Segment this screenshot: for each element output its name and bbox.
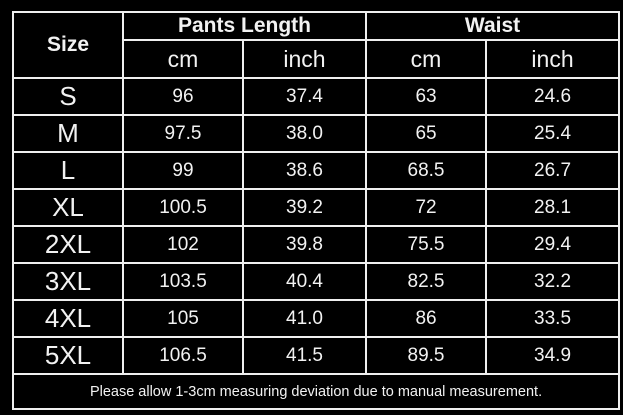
waist-cm-cell: 82.5 <box>365 262 488 301</box>
pants-length-inch-cell: 40.4 <box>241 262 368 301</box>
unit-header-row: cm inch cm inch <box>13 39 621 79</box>
pants-length-cm-cell: 106.5 <box>122 336 244 375</box>
size-cell: 2XL <box>12 225 124 264</box>
table-row: M 97.5 38.0 65 25.4 <box>12 114 621 153</box>
measurement-deviation-note: Please allow 1-3cm measuring deviation d… <box>11 373 621 410</box>
table-row: 3XL 103.5 40.4 82.5 32.2 <box>12 262 621 301</box>
group-header-row: Size Pants Length Waist <box>12 11 621 79</box>
size-chart-table: Size Pants Length Waist cm inch cm inch … <box>11 11 621 410</box>
size-cell: S <box>12 77 124 116</box>
waist-inch-cell: 29.4 <box>485 225 621 264</box>
waist-cm-cell: 75.5 <box>365 225 488 264</box>
pants-length-cm-cell: 96 <box>122 77 244 116</box>
footer-row: Please allow 1-3cm measuring deviation d… <box>11 373 621 410</box>
waist-inch-cell: 34.9 <box>485 336 621 375</box>
waist-cm-header: cm <box>365 39 488 79</box>
pants-length-inch-header: inch <box>241 39 368 79</box>
waist-cm-cell: 72 <box>365 188 488 227</box>
size-column-header: Size <box>12 11 124 79</box>
pants-length-cm-cell: 97.5 <box>122 114 244 153</box>
table-row: 4XL 105 41.0 86 33.5 <box>12 299 621 338</box>
table-row: 2XL 102 39.8 75.5 29.4 <box>12 225 621 264</box>
waist-group-header: Waist <box>365 11 621 41</box>
pants-length-group-header: Pants Length <box>121 11 368 41</box>
table-row: L 99 38.6 68.5 26.7 <box>12 151 621 190</box>
pants-length-inch-cell: 37.4 <box>241 77 368 116</box>
waist-inch-header: inch <box>485 39 621 79</box>
table-row: 5XL 106.5 41.5 89.5 34.9 <box>12 336 621 375</box>
waist-inch-cell: 33.5 <box>485 299 621 338</box>
pants-length-inch-cell: 41.5 <box>241 336 368 375</box>
pants-length-inch-cell: 39.8 <box>241 225 368 264</box>
pants-length-cm-cell: 105 <box>122 299 244 338</box>
waist-inch-cell: 28.1 <box>485 188 621 227</box>
size-cell: XL <box>12 188 124 227</box>
size-cell: L <box>12 151 124 190</box>
size-cell: 5XL <box>12 336 124 375</box>
waist-cm-cell: 65 <box>365 114 488 153</box>
waist-inch-cell: 24.6 <box>485 77 621 116</box>
size-cell: 3XL <box>12 262 124 301</box>
pants-length-cm-cell: 102 <box>122 225 244 264</box>
waist-inch-cell: 32.2 <box>485 262 621 301</box>
pants-length-inch-cell: 38.0 <box>241 114 368 153</box>
size-cell: 4XL <box>12 299 124 338</box>
waist-cm-cell: 89.5 <box>365 336 488 375</box>
size-cell: M <box>12 114 124 153</box>
waist-cm-cell: 86 <box>365 299 488 338</box>
pants-length-inch-cell: 39.2 <box>241 188 368 227</box>
pants-length-inch-cell: 41.0 <box>241 299 368 338</box>
waist-inch-cell: 25.4 <box>485 114 621 153</box>
waist-inch-cell: 26.7 <box>485 151 621 190</box>
pants-length-cm-header: cm <box>122 39 244 79</box>
pants-length-cm-cell: 100.5 <box>122 188 244 227</box>
pants-length-cm-cell: 99 <box>122 151 244 190</box>
pants-length-inch-cell: 38.6 <box>241 151 368 190</box>
waist-cm-cell: 68.5 <box>365 151 488 190</box>
table-row: XL 100.5 39.2 72 28.1 <box>12 188 621 227</box>
waist-cm-cell: 63 <box>365 77 488 116</box>
table-row: S 96 37.4 63 24.6 <box>12 77 621 116</box>
pants-length-cm-cell: 103.5 <box>122 262 244 301</box>
